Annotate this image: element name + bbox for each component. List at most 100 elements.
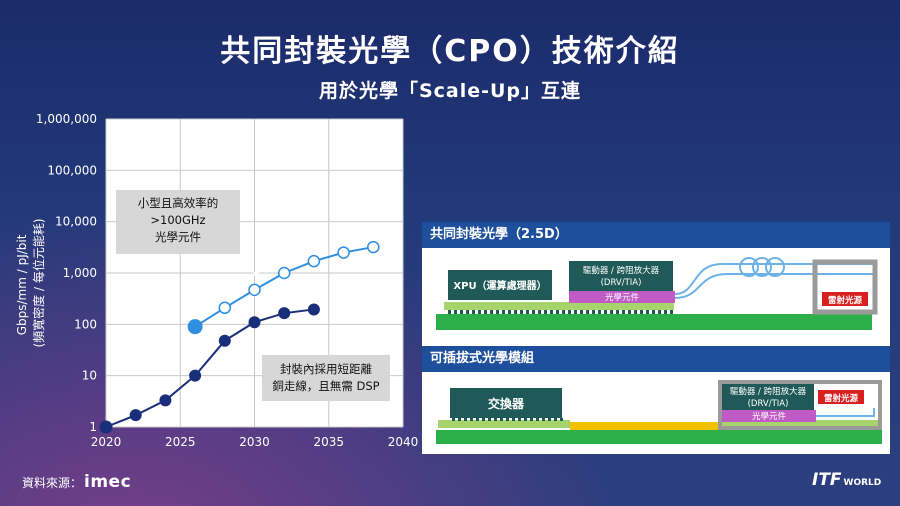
bump (488, 418, 491, 421)
bump (524, 418, 527, 421)
bump (508, 310, 511, 314)
switch-pad (438, 420, 570, 428)
data-point (337, 246, 350, 259)
data-point (189, 369, 202, 382)
x-tick-label: 2035 (313, 435, 344, 449)
bump (646, 310, 649, 314)
data-point (218, 334, 231, 347)
module-housing (718, 380, 882, 430)
brand-main: ITF (812, 470, 842, 490)
optics-chip-25d (569, 291, 675, 303)
laser-chip-pluggable (818, 390, 864, 404)
bump (514, 310, 517, 314)
bump (592, 310, 595, 314)
imec-logo: imec (84, 472, 132, 492)
substrate-25d (436, 314, 872, 330)
data-point (277, 266, 291, 280)
fiber-25d (674, 257, 877, 299)
bump (484, 310, 487, 314)
bump (460, 310, 463, 314)
bump (476, 418, 479, 421)
bump (544, 310, 547, 314)
cpo-diagram: XPU（運算處理器） 驅動器 / 跨阻放大器 (DRV/TIA) 光學元件 雷射… (436, 257, 882, 444)
annotation-bottom: 封裝內採用短距離 銅走線，且無需 DSP (262, 355, 390, 401)
data-point (367, 240, 380, 254)
xpu-chip (448, 270, 552, 300)
y-tick-label: 10 (82, 369, 97, 383)
bump (530, 418, 533, 421)
page-title: 共同封裝光學（CPO）技術介紹 (220, 34, 680, 69)
bump (664, 310, 667, 314)
data-point (218, 301, 232, 315)
bump (542, 418, 545, 421)
laser-label-pluggable: 雷射光源 (824, 393, 859, 404)
bump (568, 310, 571, 314)
data-point (307, 254, 321, 268)
annotation-top: 小型且高效率的 >100GHz 光學元件 (116, 190, 240, 254)
driver-chip-25d (569, 261, 673, 291)
bump (500, 418, 503, 421)
bump (616, 310, 619, 314)
y-tick-label: 100 (74, 317, 97, 331)
x-tick-label: 2040 (388, 435, 419, 449)
itf-world-logo: ITF WORLD (812, 470, 881, 490)
x-tick-label: 2020 (91, 435, 122, 449)
data-point (307, 303, 320, 316)
driver-label-pluggable-2: (DRV/TIA) (748, 399, 789, 409)
laser-housing-25d (812, 259, 878, 315)
bump (512, 418, 515, 421)
bump (586, 310, 589, 314)
data-point (187, 319, 203, 335)
driver-label-25d-2: (DRV/TIA) (601, 278, 642, 288)
bump (458, 418, 461, 421)
bump (622, 310, 625, 314)
bump (482, 418, 485, 421)
optics-label-25d: 光學元件 (605, 292, 640, 303)
driver-label-pluggable-1: 驅動器 / 跨阻放大器 (730, 386, 807, 397)
laser-label-25d: 雷射光源 (828, 295, 863, 306)
substrate-pluggable (436, 430, 882, 444)
bump (560, 418, 563, 421)
bump (478, 310, 481, 314)
interposer-25d (444, 302, 674, 310)
bump (536, 418, 539, 421)
bump (548, 418, 551, 421)
bump (532, 310, 535, 314)
bump (628, 310, 631, 314)
bump (574, 310, 577, 314)
source-label: 資料來源： (22, 476, 83, 490)
y-tick-label: 10,000 (55, 215, 97, 229)
data-point (278, 307, 291, 320)
bump (598, 310, 601, 314)
bump (464, 418, 467, 421)
bump (502, 310, 505, 314)
up-arrow-head (190, 331, 204, 343)
switch-label: 交換器 (488, 396, 525, 411)
bump (526, 310, 529, 314)
y-tick-label: 1 (89, 420, 97, 434)
bump (562, 310, 565, 314)
data-point (99, 420, 113, 434)
bump (448, 310, 451, 314)
bump (518, 418, 521, 421)
bump (496, 310, 499, 314)
driver-label-25d-1: 驅動器 / 跨阻放大器 (583, 265, 660, 276)
data-point (248, 316, 261, 329)
fiber-pluggable (816, 408, 875, 417)
y-tick-label: 100,000 (47, 163, 97, 177)
bump (506, 418, 509, 421)
data-point (129, 409, 142, 422)
bump (550, 310, 553, 314)
x-tick-label: 2025 (165, 435, 196, 449)
y-tick-label: 1,000,000 (36, 112, 97, 126)
cpo-diagram-panel: 共同封裝光學（2.5D） 可插拔式光學模組 XPU（運算處理器） 驅動器 / 跨… (422, 222, 890, 454)
bump (604, 310, 607, 314)
xpu-label: XPU（運算處理器） (453, 279, 546, 292)
bump (494, 418, 497, 421)
driver-chip-pluggable (722, 384, 814, 410)
page-subtitle: 用於光學「Scale-Up」互連 (318, 80, 582, 102)
bump (658, 310, 661, 314)
source-credit: 資料來源： imec (22, 472, 131, 492)
data-point (159, 394, 172, 407)
